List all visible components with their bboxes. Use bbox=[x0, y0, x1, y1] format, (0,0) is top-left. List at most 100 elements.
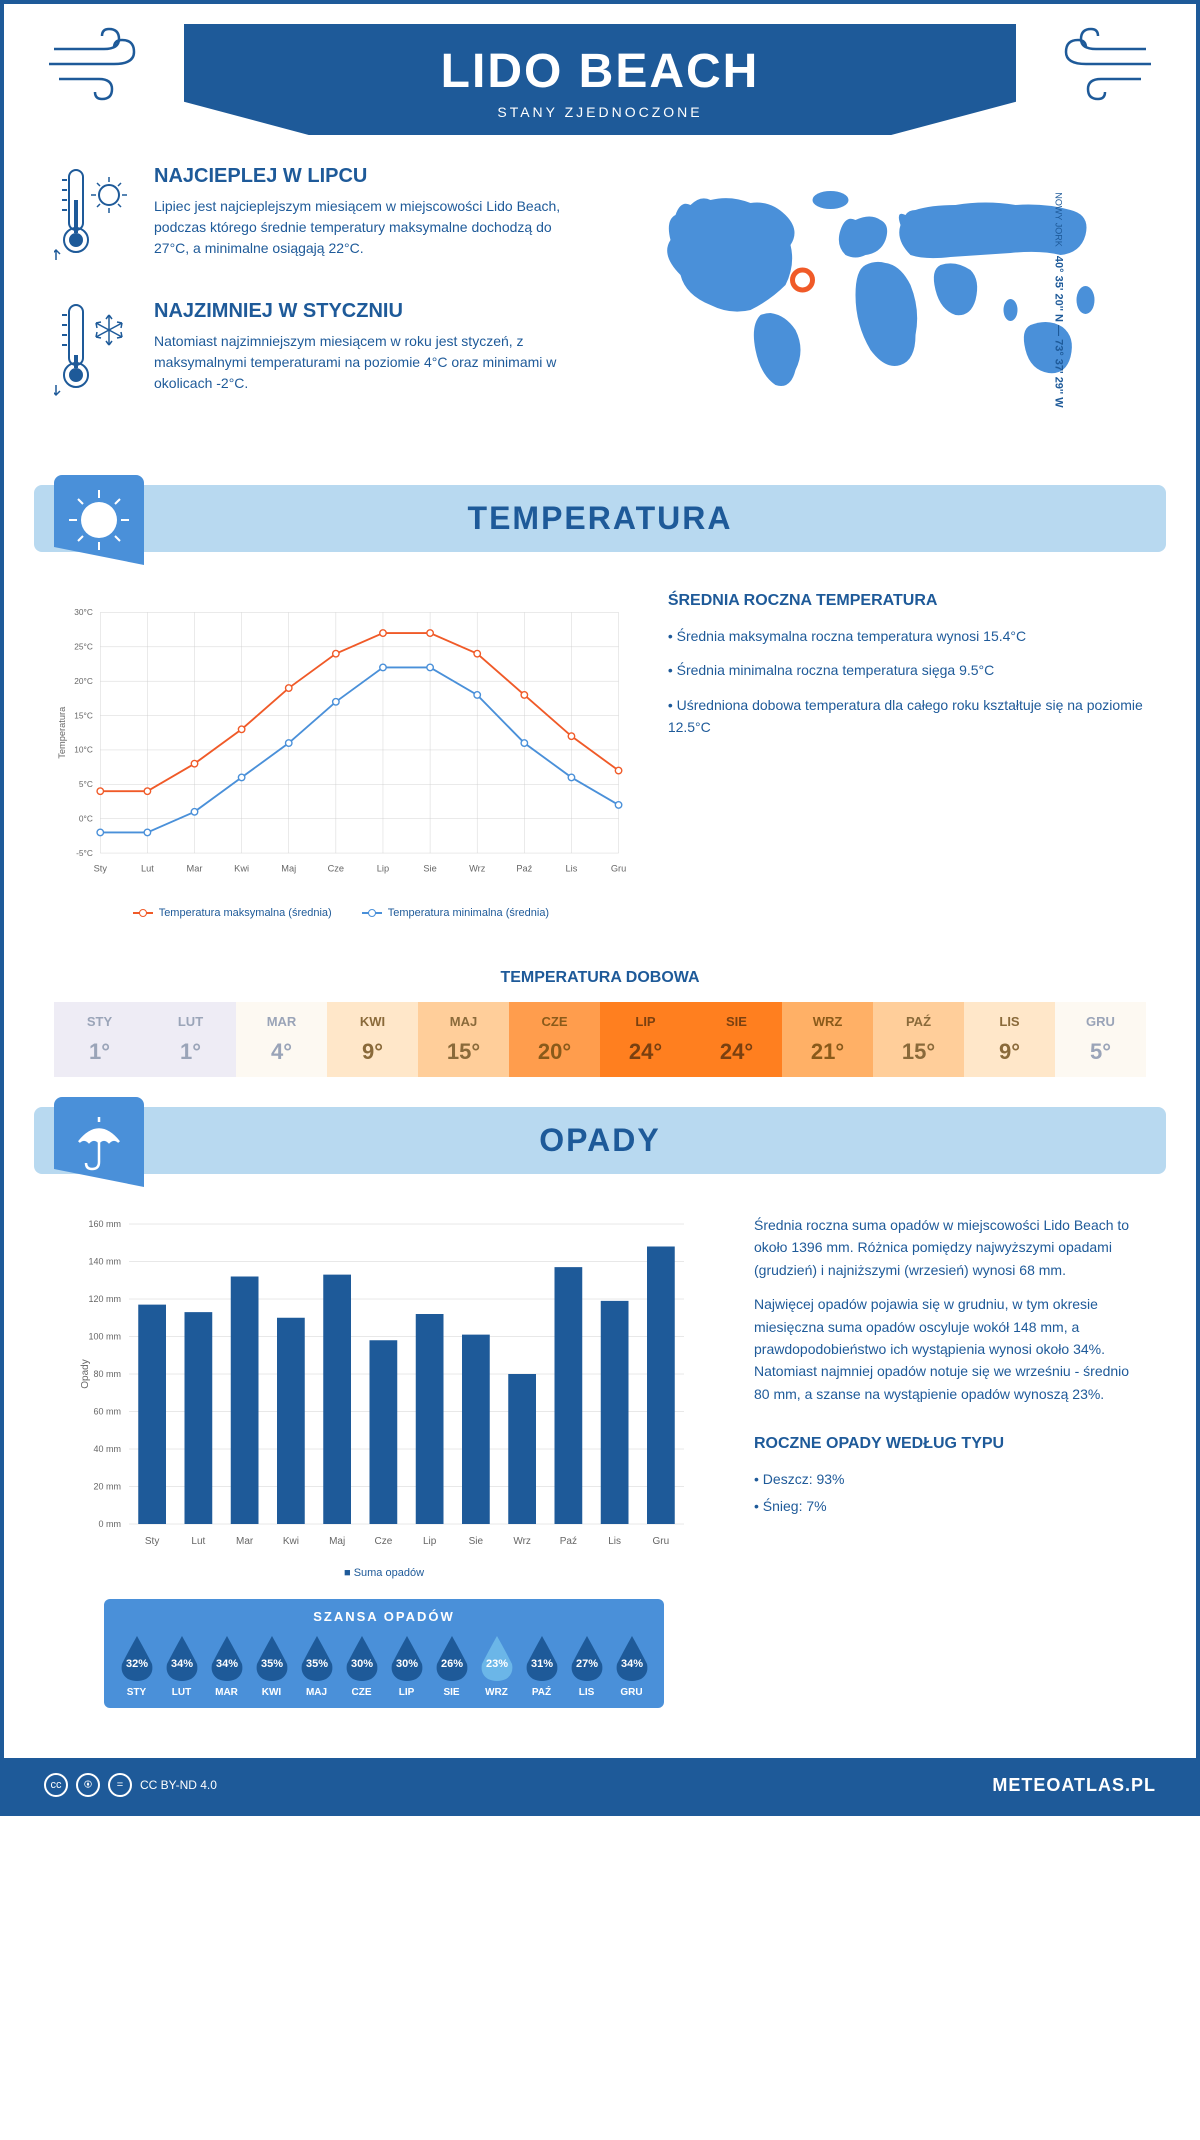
svg-text:Kwi: Kwi bbox=[283, 1536, 299, 1547]
yearly-precip-item: • Deszcz: 93% bbox=[754, 1468, 1146, 1490]
svg-text:27%: 27% bbox=[575, 1658, 597, 1670]
temp-cell: MAJ15° bbox=[418, 1002, 509, 1077]
svg-text:Cze: Cze bbox=[374, 1536, 392, 1547]
temp-cell: LIS9° bbox=[964, 1002, 1055, 1077]
page-header: LIDO BEACH STANY ZJEDNOCZONE bbox=[184, 24, 1016, 135]
svg-text:Gru: Gru bbox=[611, 864, 626, 874]
svg-text:20°C: 20°C bbox=[74, 676, 93, 686]
svg-text:30°C: 30°C bbox=[74, 607, 93, 617]
precipitation-bar-chart: 0 mm20 mm40 mm60 mm80 mm100 mm120 mm140 … bbox=[54, 1214, 714, 1554]
svg-text:120 mm: 120 mm bbox=[88, 1294, 121, 1304]
svg-text:40 mm: 40 mm bbox=[93, 1444, 121, 1454]
rain-drop: 35%MAJ bbox=[298, 1634, 336, 1698]
svg-text:Lut: Lut bbox=[141, 864, 154, 874]
svg-text:Lip: Lip bbox=[377, 864, 389, 874]
svg-text:Lis: Lis bbox=[608, 1536, 621, 1547]
temp-cell: PAŹ15° bbox=[873, 1002, 964, 1077]
rain-drop: 35%KWI bbox=[253, 1634, 291, 1698]
svg-text:20 mm: 20 mm bbox=[93, 1482, 121, 1492]
yearly-precip-item: • Śnieg: 7% bbox=[754, 1495, 1146, 1517]
svg-text:Wrz: Wrz bbox=[513, 1536, 531, 1547]
cold-text: Natomiast najzimniejszym miesiącem w rok… bbox=[154, 331, 585, 394]
rain-drop: 31%PAŹ bbox=[523, 1634, 561, 1698]
precipitation-section-header: OPADY bbox=[34, 1107, 1166, 1174]
rain-drop: 32%STY bbox=[118, 1634, 156, 1698]
svg-text:30%: 30% bbox=[395, 1658, 417, 1670]
svg-text:35%: 35% bbox=[305, 1658, 327, 1670]
svg-text:25°C: 25°C bbox=[74, 642, 93, 652]
daily-temp-table: STY1°LUT1°MAR4°KWI9°MAJ15°CZE20°LIP24°SI… bbox=[54, 1002, 1146, 1077]
temperature-title: TEMPERATURA bbox=[84, 500, 1116, 537]
svg-text:35%: 35% bbox=[260, 1658, 282, 1670]
temp-bullet: • Średnia maksymalna roczna temperatura … bbox=[668, 625, 1146, 647]
precipitation-text-2: Najwięcej opadów pojawia się w grudniu, … bbox=[754, 1293, 1146, 1405]
page-footer: cc 🅯 = CC BY-ND 4.0 METEOATLAS.PL bbox=[4, 1758, 1196, 1812]
svg-text:100 mm: 100 mm bbox=[88, 1332, 121, 1342]
temp-bullet: • Uśredniona dobowa temperatura dla całe… bbox=[668, 694, 1146, 739]
temp-cell: WRZ21° bbox=[782, 1002, 873, 1077]
rain-drop: 30%CZE bbox=[343, 1634, 381, 1698]
svg-text:Lut: Lut bbox=[191, 1536, 205, 1547]
svg-text:23%: 23% bbox=[485, 1658, 507, 1670]
svg-text:Paź: Paź bbox=[516, 864, 532, 874]
precipitation-text-1: Średnia roczna suma opadów w miejscowośc… bbox=[754, 1214, 1146, 1281]
temp-cell: KWI9° bbox=[327, 1002, 418, 1077]
temp-bullet: • Średnia minimalna roczna temperatura s… bbox=[668, 659, 1146, 681]
svg-text:34%: 34% bbox=[170, 1658, 192, 1670]
temp-cell: SIE24° bbox=[691, 1002, 782, 1077]
svg-text:Paź: Paź bbox=[560, 1536, 577, 1547]
thermometer-hot-icon bbox=[54, 165, 134, 270]
rain-drop: 30%LIP bbox=[388, 1634, 426, 1698]
svg-text:Sie: Sie bbox=[469, 1536, 484, 1547]
cold-fact: NAJZIMNIEJ W STYCZNIU Natomiast najzimni… bbox=[54, 300, 585, 405]
site-name: METEOATLAS.PL bbox=[992, 1775, 1156, 1796]
page-subtitle: STANY ZJEDNOCZONE bbox=[224, 104, 976, 120]
cc-icon: cc bbox=[44, 1773, 68, 1797]
svg-text:Gru: Gru bbox=[653, 1536, 670, 1547]
svg-text:Mar: Mar bbox=[236, 1536, 254, 1547]
svg-text:160 mm: 160 mm bbox=[88, 1219, 121, 1229]
svg-text:Temperatura: Temperatura bbox=[57, 706, 67, 759]
svg-text:Maj: Maj bbox=[281, 864, 296, 874]
yearly-precip-title: ROCZNE OPADY WEDŁUG TYPU bbox=[754, 1435, 1146, 1453]
temp-cell: CZE20° bbox=[509, 1002, 600, 1077]
rain-drop: 27%LIS bbox=[568, 1634, 606, 1698]
svg-text:Wrz: Wrz bbox=[469, 864, 486, 874]
svg-text:31%: 31% bbox=[530, 1658, 552, 1670]
rain-drop: 34%GRU bbox=[613, 1634, 651, 1698]
temperature-section-header: TEMPERATURA bbox=[34, 485, 1166, 552]
by-icon: 🅯 bbox=[76, 1773, 100, 1797]
svg-text:Mar: Mar bbox=[187, 864, 203, 874]
svg-text:34%: 34% bbox=[620, 1658, 642, 1670]
coordinates: NOWY JORK 40° 35' 20'' N — 73° 37' 29'' … bbox=[1052, 192, 1064, 407]
svg-text:Lip: Lip bbox=[423, 1536, 437, 1547]
precipitation-legend: ■ Suma opadów bbox=[54, 1567, 714, 1579]
page-title: LIDO BEACH bbox=[224, 44, 976, 99]
temp-cell: LIP24° bbox=[600, 1002, 691, 1077]
license: cc 🅯 = CC BY-ND 4.0 bbox=[44, 1773, 217, 1797]
temperature-legend: Temperatura maksymalna (średnia) Tempera… bbox=[54, 907, 628, 919]
svg-text:Sie: Sie bbox=[423, 864, 436, 874]
nd-icon: = bbox=[108, 1773, 132, 1797]
svg-text:26%: 26% bbox=[440, 1658, 462, 1670]
hot-title: NAJCIEPLEJ W LIPCU bbox=[154, 165, 585, 188]
world-map bbox=[615, 165, 1146, 405]
svg-text:Sty: Sty bbox=[145, 1536, 159, 1547]
svg-text:-5°C: -5°C bbox=[76, 848, 93, 858]
rain-drop: 34%LUT bbox=[163, 1634, 201, 1698]
rain-chance-panel: SZANSA OPADÓW 32%STY34%LUT34%MAR35%KWI35… bbox=[104, 1599, 664, 1708]
svg-text:30%: 30% bbox=[350, 1658, 372, 1670]
temp-cell: LUT1° bbox=[145, 1002, 236, 1077]
wind-icon bbox=[44, 24, 164, 109]
rain-drop: 23%WRZ bbox=[478, 1634, 516, 1698]
rain-drop: 26%SIE bbox=[433, 1634, 471, 1698]
svg-text:Sty: Sty bbox=[94, 864, 108, 874]
svg-text:0 mm: 0 mm bbox=[99, 1519, 122, 1529]
temperature-line-chart: -5°C0°C5°C10°C15°C20°C25°C30°CStyLutMarK… bbox=[54, 592, 628, 892]
temp-cell: GRU5° bbox=[1055, 1002, 1146, 1077]
rain-drop: 34%MAR bbox=[208, 1634, 246, 1698]
svg-text:80 mm: 80 mm bbox=[93, 1369, 121, 1379]
svg-text:Kwi: Kwi bbox=[234, 864, 249, 874]
svg-text:10°C: 10°C bbox=[74, 745, 93, 755]
svg-text:60 mm: 60 mm bbox=[93, 1407, 121, 1417]
